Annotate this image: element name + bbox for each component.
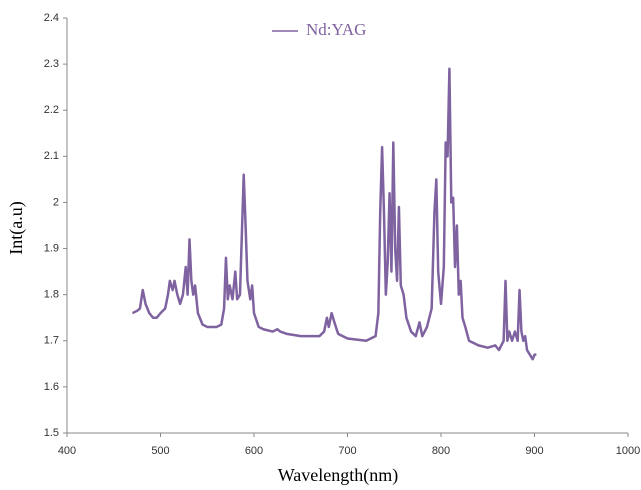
y-tick-label: 1.6: [44, 381, 59, 393]
y-tick-label: 1.7: [44, 335, 59, 347]
y-tick-label: 2.4: [44, 12, 59, 24]
y-tick-label: 1.9: [44, 242, 59, 254]
x-tick-label: 500: [151, 445, 169, 457]
data-line: [131, 67, 537, 361]
y-axis-title: Int(a.u): [6, 201, 27, 254]
x-tick-label: 700: [338, 445, 356, 457]
x-tick-label: 600: [245, 445, 263, 457]
x-tick-label: 900: [525, 445, 543, 457]
y-tick-label: 2.3: [44, 58, 59, 70]
y-tick-label: 1.5: [44, 427, 59, 439]
y-tick-label: 2.1: [44, 150, 59, 162]
x-tick-label: 1000: [616, 445, 640, 457]
x-tick-label: 800: [432, 445, 450, 457]
y-tick-label: 1.8: [44, 289, 59, 301]
y-tick-label: 2: [53, 196, 59, 208]
x-tick-label: 400: [58, 445, 76, 457]
y-tick-label: 2.2: [44, 104, 59, 116]
x-axis-title: Wavelength(nm): [278, 465, 399, 486]
legend-label: Nd:YAG: [306, 20, 366, 39]
